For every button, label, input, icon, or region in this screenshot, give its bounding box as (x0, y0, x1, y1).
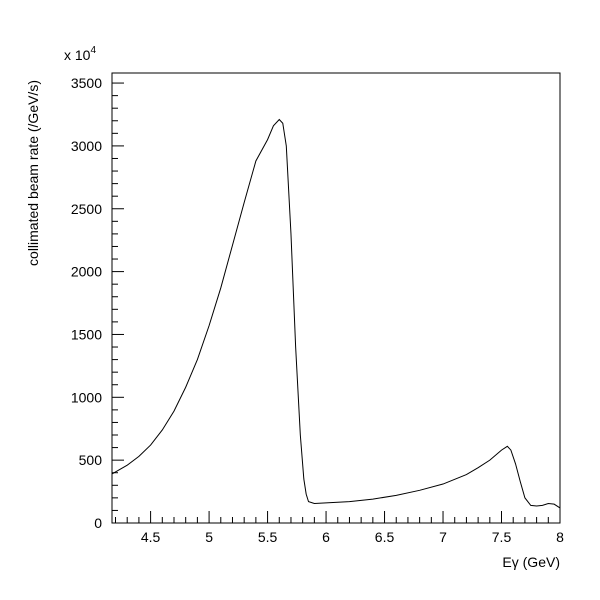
x-tick-label: 6 (322, 529, 330, 545)
x-tick-label: 6.5 (375, 529, 395, 545)
y-tick-label: 500 (79, 452, 103, 468)
y-tick-label: 1500 (71, 326, 102, 342)
y-tick-label: 2500 (71, 201, 102, 217)
y-tick-label: 2000 (71, 264, 102, 280)
x-tick-label: 4.5 (141, 529, 161, 545)
x-tick-label: 5.5 (258, 529, 278, 545)
series-line (111, 118, 561, 509)
y-axis-label: collimated beam rate (/GeV/s) (25, 80, 41, 266)
y-tick-label: 3500 (71, 75, 102, 91)
x-tick-label: 8 (556, 529, 564, 545)
y-tick-label: 1000 (71, 389, 102, 405)
x-axis-label: Eγ (GeV) (502, 554, 560, 570)
x-tick-label: 5 (205, 529, 213, 545)
x-tick-label: 7 (439, 529, 447, 545)
axis-tick-labels: 4.5 5 5.5 6 6.5 7 7.5 8 0 500 1000 1500 2000 2500 3000… (71, 75, 564, 545)
x-tick-label: 7.5 (492, 529, 512, 545)
y-multiplier-base: x 10 (64, 47, 91, 63)
axis-ticks (112, 82, 561, 524)
y-multiplier-label: x 104 (64, 45, 96, 63)
y-tick-label: 3000 (71, 138, 102, 154)
y-tick-label: 0 (94, 515, 102, 531)
plot-frame (111, 72, 561, 524)
y-multiplier-exponent: 4 (90, 45, 96, 56)
